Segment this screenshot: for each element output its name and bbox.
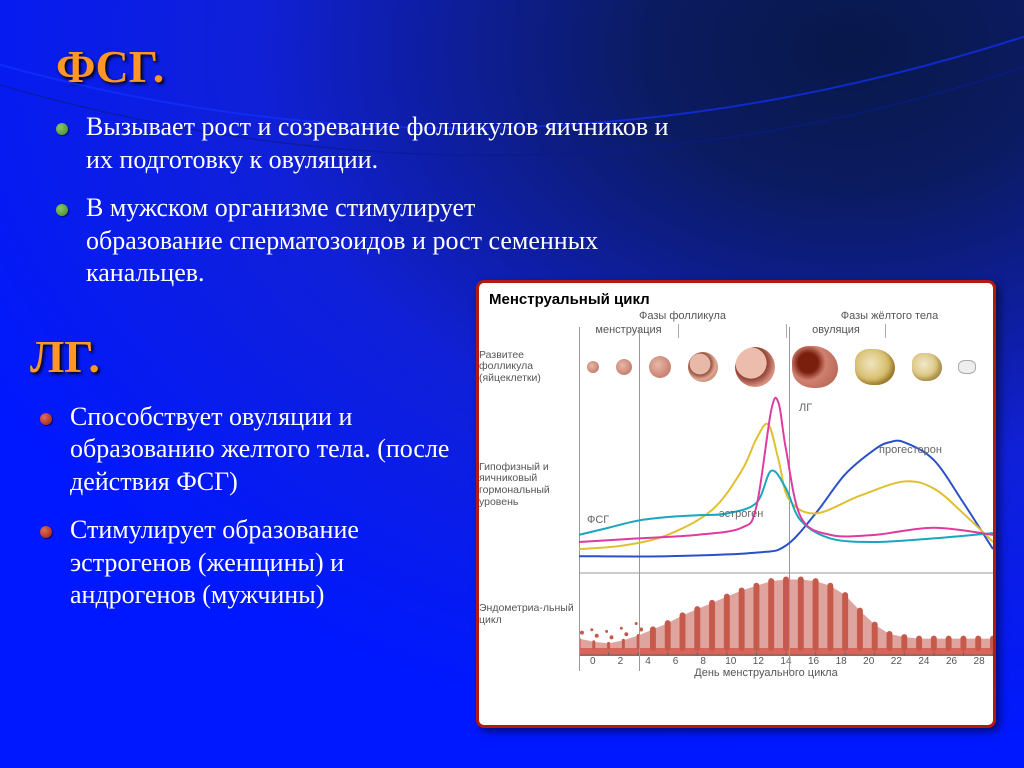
list-item: Способствует овуляции и образованию желт… xyxy=(40,401,450,499)
estrogen-curve-label: эстроген xyxy=(719,508,763,520)
follicle-icon xyxy=(616,359,632,375)
follicle-cells xyxy=(579,346,993,388)
hormone-curves xyxy=(579,396,993,574)
hormone-curve-row: Гипофизный и яичниковый гормональный уро… xyxy=(479,396,993,574)
follicle-icon xyxy=(649,356,671,378)
fsh-curve-label: ФСГ xyxy=(587,514,609,526)
menstruation-label: менструация xyxy=(579,324,679,338)
menstrual-cycle-chart: Менструальный цикл Фазы фолликула Фазы ж… xyxy=(476,280,996,728)
x-axis-label: День менструального цикла xyxy=(539,667,993,679)
endometrium-chart xyxy=(579,574,993,656)
corpus-regress-icon xyxy=(958,360,976,374)
list-item: Вызывает рост и созревание фолликулов яи… xyxy=(56,111,676,176)
lg-bullet-list: Способствует овуляции и образованию желт… xyxy=(0,383,470,612)
x-axis: 0246810121416182022242628 День менструал… xyxy=(479,656,993,690)
phase-luteal-label: Фазы жёлтого тела xyxy=(786,310,993,324)
corpus-luteum-icon xyxy=(912,353,942,381)
heading-fsg: ФСГ. xyxy=(0,0,1024,93)
bullet-text: Стимулирует образование эстрогенов (женщ… xyxy=(70,515,359,609)
bullet-text: Вызывает рост и созревание фолликулов яи… xyxy=(86,112,669,174)
bullet-text: Способствует овуляции и образованию желт… xyxy=(70,402,449,496)
phase-header-row: Фазы фолликула Фазы жёлтого тела xyxy=(479,310,993,324)
slide: ФСГ. Вызывает рост и созревание фолликул… xyxy=(0,0,1024,768)
phase-follicle-label: Фазы фолликула xyxy=(579,310,786,324)
progesterone-curve-label: прогестерон xyxy=(879,444,942,456)
row-label: Гипофизный и яичниковый гормональный уро… xyxy=(479,396,579,574)
heading-lg: ЛГ. xyxy=(0,306,480,383)
follicle-development-row: Развитее фолликула (яйцеклетки) xyxy=(479,338,993,396)
chart-title: Менструальный цикл xyxy=(479,283,993,310)
list-item: Стимулирует образование эстрогенов (женщ… xyxy=(40,514,450,612)
follicle-icon xyxy=(688,352,718,382)
row-label: Развитее фолликула (яйцеклетки) xyxy=(479,350,579,385)
fsg-bullet-list: Вызывает рост и созревание фолликулов яи… xyxy=(0,93,1024,290)
follicle-icon xyxy=(587,361,599,373)
subphase-row: менструация овуляция xyxy=(479,324,993,338)
row-label: Эндометриа-льный цикл xyxy=(479,574,579,656)
follicle-icon xyxy=(735,347,775,387)
bullet-text: В мужском организме стимулирует образова… xyxy=(86,193,598,287)
corpus-luteum-icon xyxy=(855,349,895,385)
list-item: В мужском организме стимулирует образова… xyxy=(56,192,616,290)
lh-curve-label: ЛГ xyxy=(799,402,812,414)
ovulation-label: овуляция xyxy=(786,324,886,338)
x-ticks: 0246810121416182022242628 xyxy=(579,656,993,667)
endometrium-row: Эндометриа-льный цикл xyxy=(479,574,993,656)
ovulation-icon xyxy=(792,346,838,388)
